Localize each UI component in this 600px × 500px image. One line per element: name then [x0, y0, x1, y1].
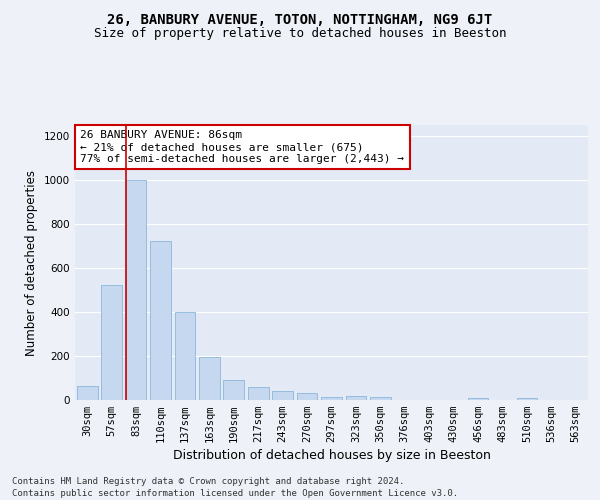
Bar: [467, 398, 488, 400]
Bar: [346, 396, 367, 400]
Bar: [150, 240, 171, 400]
Y-axis label: Number of detached properties: Number of detached properties: [25, 170, 38, 356]
Text: 26 BANBURY AVENUE: 86sqm
← 21% of detached houses are smaller (675)
77% of semi-: 26 BANBURY AVENUE: 86sqm ← 21% of detach…: [80, 130, 404, 164]
Text: Contains HM Land Registry data © Crown copyright and database right 2024.: Contains HM Land Registry data © Crown c…: [12, 477, 404, 486]
Bar: [272, 391, 293, 400]
Bar: [370, 396, 391, 400]
Bar: [101, 284, 122, 400]
X-axis label: Distribution of detached houses by size in Beeston: Distribution of detached houses by size …: [173, 450, 490, 462]
Bar: [248, 387, 269, 400]
Bar: [296, 393, 317, 400]
Text: 26, BANBURY AVENUE, TOTON, NOTTINGHAM, NG9 6JT: 26, BANBURY AVENUE, TOTON, NOTTINGHAM, N…: [107, 12, 493, 26]
Bar: [125, 180, 146, 400]
Bar: [223, 380, 244, 400]
Bar: [321, 396, 342, 400]
Text: Contains public sector information licensed under the Open Government Licence v3: Contains public sector information licen…: [12, 488, 458, 498]
Bar: [199, 357, 220, 400]
Bar: [517, 398, 538, 400]
Bar: [175, 312, 196, 400]
Text: Size of property relative to detached houses in Beeston: Size of property relative to detached ho…: [94, 28, 506, 40]
Bar: [77, 386, 98, 400]
